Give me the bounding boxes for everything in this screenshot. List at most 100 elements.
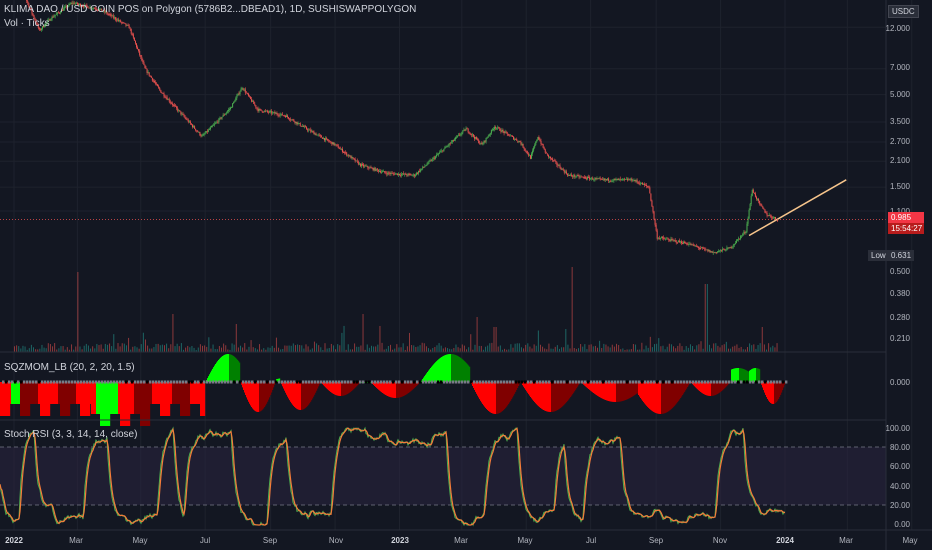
sqz-bar [382,382,384,393]
candle-body [627,178,629,181]
sqz-bar [617,382,619,402]
candle-body [204,133,206,135]
candle-body [110,14,112,17]
candle-body [383,171,385,172]
candle-body [647,185,649,187]
sqz-dot [755,380,758,384]
sqz-bar [79,382,81,404]
candle-body [75,2,77,4]
sqz-dot [155,380,158,384]
sqz-bar [175,382,177,404]
sqz-dot [17,380,20,384]
candle-body [653,211,655,220]
candle-body [228,109,230,110]
sqz-dot [302,380,305,384]
sqz-bar [300,382,302,410]
sqz-bar [671,382,673,409]
trend-line[interactable] [748,179,847,237]
candle-body [412,174,414,176]
candle-body [521,143,523,145]
volume-bar [504,348,506,352]
sqz-dot [656,380,659,384]
candle-body [505,131,507,133]
volume-bar [396,344,398,352]
candle-body [730,247,732,248]
sqz-bar [727,382,729,386]
volume-bar [567,344,569,352]
sqz-bar [668,382,670,412]
sqz-bar [39,382,41,404]
sqz-bar [549,382,551,412]
sqz-dot [440,380,443,384]
sqz-bar [685,382,687,391]
volume-bar [474,344,476,352]
candle-body [88,7,90,9]
candle-body [330,141,332,143]
volume-bar [163,345,165,352]
candle-body [603,178,605,180]
sqz-bar [104,382,106,426]
stoch-rsi-band [0,447,886,505]
sqz-bar [721,382,723,392]
volume-bar [64,349,66,352]
sqz-bar [95,382,97,414]
volume-bar [529,346,531,352]
volume-bar [212,344,214,352]
candle-body [200,135,202,137]
sqz-dot [665,380,668,384]
sqz-bar [475,382,477,392]
sqz-bar [397,382,399,398]
candle-body [252,100,254,102]
sqz-bar [263,382,265,409]
sqz-dot [287,380,290,384]
sqz-dot [698,380,701,384]
volume-bar [290,345,292,352]
candle-body [570,174,572,176]
candle-body [69,3,71,5]
candle-body [91,8,93,10]
candle-body [608,178,610,181]
sqz-bar [46,382,48,416]
candle-body [90,6,92,9]
volume-bar [514,343,516,352]
candle-body [333,142,335,146]
sqz-bar [778,382,780,399]
sqz-bar [257,382,259,412]
sqz-bar [1,382,3,416]
sqz-dot [8,380,11,384]
sqz-bar [752,368,754,382]
sqz-bar [24,382,26,416]
sqz-dot [128,380,131,384]
candle-body [146,69,148,73]
volume-bar [518,343,520,352]
sqz-bar [415,382,417,387]
candle-body [83,6,85,7]
sqz-bar [379,382,381,391]
sqz-bar [226,354,228,382]
candle-body [541,144,543,145]
volume-bar [278,347,280,352]
currency-button[interactable]: USDC [888,5,919,18]
sqz-dot [248,380,251,384]
sqz-bar [169,382,171,416]
volume-bar [79,346,81,352]
candle-body [133,37,135,41]
candle-body [725,250,727,252]
sqz-bar [659,382,661,414]
sqz-bar [563,382,565,406]
candle-body [350,155,352,159]
sqz-dot [284,380,287,384]
sqz-bar [278,378,280,382]
candle-body [409,174,411,175]
candle-body [271,111,273,114]
candle-body [618,178,620,181]
sqz-bar [295,382,297,408]
sqz-bar [54,382,56,404]
candle-body [336,144,338,146]
candle-body [564,171,566,173]
sqz-bar [27,382,29,416]
sqz-bar [484,382,486,407]
volume-bar [476,317,478,352]
candle-body [207,129,209,132]
